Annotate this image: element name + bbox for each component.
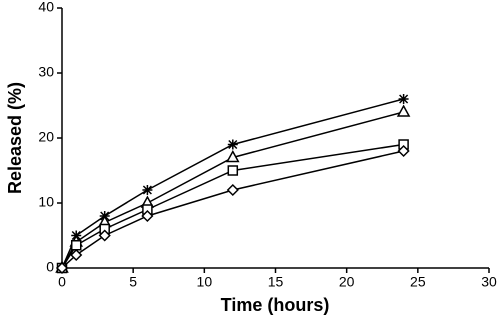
x-tick-label: 10	[197, 274, 213, 290]
y-axis-title: Released (%)	[5, 82, 25, 194]
marker	[397, 144, 410, 158]
marker	[141, 209, 154, 223]
x-tick-label: 15	[268, 274, 284, 290]
y-tick-label: 10	[38, 194, 54, 210]
marker	[70, 248, 83, 262]
marker	[398, 94, 409, 104]
x-tick-label: 30	[481, 274, 497, 290]
marker	[55, 261, 69, 275]
y-tick-label: 20	[38, 129, 54, 145]
x-tick-label: 0	[58, 274, 66, 290]
marker	[396, 104, 411, 117]
x-axis-title: Time (hours)	[221, 295, 330, 315]
y-tick-label: 30	[38, 64, 54, 80]
marker	[226, 183, 239, 197]
x-tick-label: 5	[129, 274, 137, 290]
marker	[398, 139, 409, 150]
marker	[98, 229, 111, 242]
y-tick-label: 0	[46, 259, 54, 275]
marker	[70, 240, 82, 251]
marker	[227, 139, 238, 150]
marker	[226, 149, 240, 163]
y-tick-label: 40	[38, 0, 54, 15]
x-tick-label: 25	[410, 274, 426, 290]
series-line	[61, 98, 404, 269]
marker	[227, 165, 239, 176]
marker	[142, 185, 153, 195]
x-tick-label: 20	[339, 274, 355, 290]
